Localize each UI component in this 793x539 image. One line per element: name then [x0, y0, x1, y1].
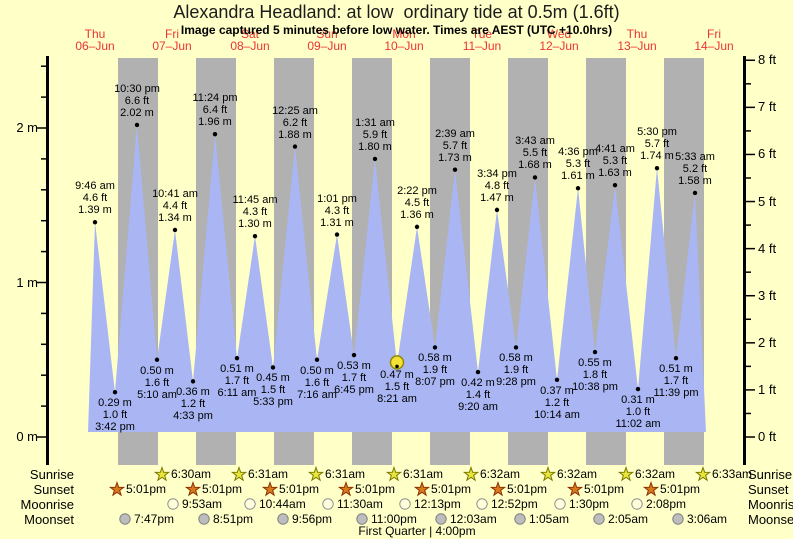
low-tide-point [351, 352, 357, 358]
high-tide-point [494, 207, 500, 213]
high-tide-point [334, 232, 340, 237]
high-tide-point [692, 190, 698, 196]
page-title: Alexandra Headland: at low ordinary tide… [173, 2, 620, 22]
low-tide-point [432, 345, 438, 350]
high-tide-point [134, 122, 140, 128]
low-tide-point [154, 357, 160, 362]
high-tide-point [252, 233, 258, 239]
low-tide-point [395, 364, 399, 369]
tide-curve-area [88, 124, 706, 432]
high-tide-point [612, 182, 618, 188]
low-tide-point [112, 389, 118, 395]
page-subtitle: Image captured 5 minutes before low wate… [180, 23, 613, 37]
low-tide-point [635, 386, 641, 392]
moonrise-row-label-right: Moonrise [748, 497, 793, 512]
high-tide-point [92, 220, 98, 225]
low-tide-point [190, 379, 196, 384]
low-tide-point [270, 365, 276, 370]
low-tide-point [673, 356, 679, 361]
high-tide-point [575, 186, 581, 191]
moonset-row-label-right: Moonset [748, 512, 793, 527]
high-tide-point [292, 144, 298, 149]
current-time-marker [389, 355, 405, 370]
low-tide-point [592, 349, 598, 355]
moonrise-row-label-left: Moonrise [20, 497, 74, 512]
low-tide-point [314, 357, 320, 362]
high-tide-point [654, 165, 660, 171]
high-tide-point [212, 131, 218, 137]
high-tide-point [172, 227, 178, 233]
sunset-row-label-left: Sunset [33, 482, 74, 497]
sunrise-row-label-left: Sunrise [29, 467, 74, 482]
high-tide-point [532, 175, 538, 180]
high-tide-point [372, 156, 378, 162]
sunrise-row-label-right: Sunrise [748, 467, 793, 482]
high-tide-point [452, 167, 458, 172]
low-tide-point [513, 345, 519, 350]
low-tide-point [554, 377, 560, 383]
moon-phase-note: First Quarter | 4:00pm [358, 524, 476, 538]
moonset-row-label-left: Moonset [24, 512, 74, 527]
low-tide-point [234, 356, 240, 361]
sunset-row-label-right: Sunset [748, 482, 789, 497]
high-tide-point [414, 224, 420, 230]
low-tide-point [475, 369, 481, 375]
